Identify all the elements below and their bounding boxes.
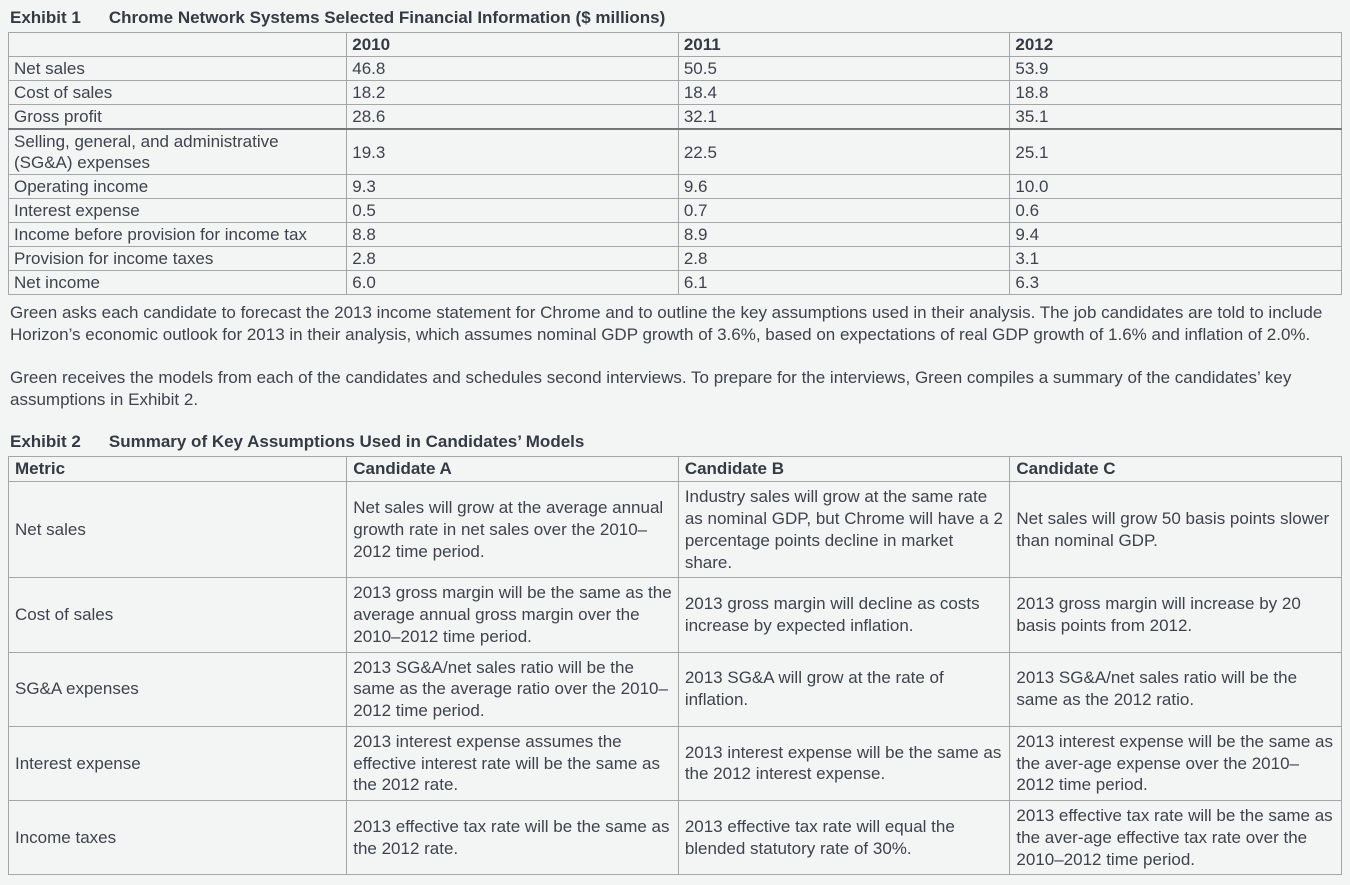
exhibit2-header-candidate-c: Candidate C bbox=[1009, 456, 1342, 483]
exhibit1-header-metric bbox=[7, 32, 348, 57]
metric-cell: Net sales bbox=[7, 481, 348, 579]
paragraph-second-interviews: Green receives the models from each of t… bbox=[10, 368, 1292, 409]
exhibit1-header-2012: 2012 bbox=[1009, 32, 1342, 57]
value-cell: 2.8 bbox=[677, 246, 1011, 271]
table-row-provision-for-taxes: Provision for income taxes 2.8 2.8 3.1 bbox=[7, 246, 1342, 271]
value-cell: 0.6 bbox=[1009, 198, 1342, 223]
candidate-a-cell: 2013 gross margin will be the same as th… bbox=[346, 577, 679, 653]
value-cell: 6.1 bbox=[677, 270, 1011, 295]
value-cell: 53.9 bbox=[1009, 56, 1342, 81]
metric-cell: Net sales bbox=[7, 56, 348, 81]
value-cell: 22.5 bbox=[677, 128, 1011, 175]
exhibit2-title: Exhibit 2 Summary of Key Assumptions Used… bbox=[10, 432, 1342, 452]
candidate-c-cell: 2013 effective tax rate will be the same… bbox=[1009, 800, 1342, 876]
exhibit1-header-2010: 2010 bbox=[346, 32, 679, 57]
value-cell: 3.1 bbox=[1009, 246, 1342, 271]
value-cell: 8.8 bbox=[346, 222, 679, 247]
value-cell: 9.6 bbox=[677, 174, 1011, 199]
value-cell: 46.8 bbox=[346, 56, 679, 81]
exhibit2-label: Exhibit 2 bbox=[10, 432, 81, 452]
candidate-b-cell: 2013 interest expense will be the same a… bbox=[677, 725, 1011, 802]
exhibit2-header-metric: Metric bbox=[7, 456, 348, 483]
exhibit2-section: Exhibit 2 Summary of Key Assumptions Used… bbox=[7, 432, 1342, 876]
table-row-cost-of-sales: Cost of sales 18.2 18.4 18.8 bbox=[7, 80, 1342, 105]
candidate-b-cell: 2013 SG&A will grow at the rate of infla… bbox=[677, 651, 1011, 727]
metric-cell: Cost of sales bbox=[7, 577, 348, 653]
exhibit1-label: Exhibit 1 bbox=[10, 8, 81, 27]
candidate-b-cell: 2013 effective tax rate will equal the b… bbox=[677, 800, 1011, 876]
value-cell: 8.9 bbox=[677, 222, 1011, 247]
value-cell: 18.2 bbox=[346, 80, 679, 105]
metric-cell: Net income bbox=[7, 270, 348, 295]
candidate-a-cell: 2013 effective tax rate will be the same… bbox=[346, 800, 679, 876]
value-cell: 6.3 bbox=[1009, 270, 1342, 295]
metric-cell: SG&A expenses bbox=[7, 651, 348, 727]
table-row-gross-profit: Gross profit 28.6 32.1 35.1 bbox=[7, 104, 1342, 130]
value-cell: 19.3 bbox=[346, 128, 679, 175]
exhibit1-table: 2010 2011 2012 Net sales 46.8 50.5 53.9 … bbox=[7, 32, 1342, 295]
candidate-a-cell: 2013 interest expense assumes the effect… bbox=[346, 725, 679, 802]
candidate-c-cell: 2013 interest expense will be the same a… bbox=[1009, 725, 1342, 802]
exhibit2-table: Metric Candidate A Candidate B Candidate… bbox=[7, 456, 1342, 876]
table-row-assumption-cost-of-sales: Cost of sales 2013 gross margin will be … bbox=[7, 577, 1342, 653]
table-row-net-income: Net income 6.0 6.1 6.3 bbox=[7, 270, 1342, 295]
metric-cell: Interest expense bbox=[7, 198, 348, 223]
value-cell: 32.1 bbox=[677, 104, 1011, 130]
table-row-assumption-net-sales: Net sales Net sales will grow at the ave… bbox=[7, 481, 1342, 579]
paragraph-forecast-instructions: Green asks each candidate to forecast th… bbox=[10, 303, 1323, 344]
table-row-net-sales: Net sales 46.8 50.5 53.9 bbox=[7, 56, 1342, 81]
exhibit2-title-text: Summary of Key Assumptions Used in Candi… bbox=[108, 432, 585, 452]
metric-cell: Gross profit bbox=[7, 104, 348, 130]
value-cell: 6.0 bbox=[346, 270, 679, 295]
exhibit1-header-row: 2010 2011 2012 bbox=[7, 32, 1342, 57]
value-cell: 25.1 bbox=[1009, 128, 1342, 175]
value-cell: 0.5 bbox=[346, 198, 679, 223]
candidate-c-cell: 2013 gross margin will increase by 20 ba… bbox=[1009, 577, 1342, 653]
metric-cell: Provision for income taxes bbox=[7, 246, 348, 271]
candidate-b-cell: Industry sales will grow at the same rat… bbox=[677, 481, 1011, 579]
value-cell: 9.3 bbox=[346, 174, 679, 199]
metric-cell: Income taxes bbox=[7, 800, 348, 876]
metric-cell: Selling, general, and administrative (SG… bbox=[7, 128, 348, 175]
candidate-a-cell: 2013 SG&A/net sales ratio will be the sa… bbox=[346, 651, 679, 727]
table-row-sga-expenses: Selling, general, and administrative (SG… bbox=[7, 128, 1342, 175]
value-cell: 35.1 bbox=[1009, 104, 1342, 130]
value-cell: 9.4 bbox=[1009, 222, 1342, 247]
value-cell: 0.7 bbox=[677, 198, 1011, 223]
metric-cell: Interest expense bbox=[7, 725, 348, 802]
table-row-assumption-interest-expense: Interest expense 2013 interest expense a… bbox=[7, 725, 1342, 802]
table-row-interest-expense: Interest expense 0.5 0.7 0.6 bbox=[7, 198, 1342, 223]
exhibit1-header-2011: 2011 bbox=[677, 32, 1011, 57]
table-row-assumption-income-taxes: Income taxes 2013 effective tax rate wil… bbox=[7, 800, 1342, 876]
value-cell: 18.4 bbox=[677, 80, 1011, 105]
exhibit2-header-row: Metric Candidate A Candidate B Candidate… bbox=[7, 456, 1342, 483]
candidate-c-cell: Net sales will grow 50 basis points slow… bbox=[1009, 481, 1342, 579]
exhibit2-header-candidate-b: Candidate B bbox=[677, 456, 1011, 483]
candidate-c-cell: 2013 SG&A/net sales ratio will be the sa… bbox=[1009, 651, 1342, 727]
value-cell: 10.0 bbox=[1009, 174, 1342, 199]
exhibit2-header-candidate-a: Candidate A bbox=[346, 456, 679, 483]
exhibit1-title-text: Chrome Network Systems Selected Financia… bbox=[108, 8, 666, 27]
value-cell: 18.8 bbox=[1009, 80, 1342, 105]
value-cell: 50.5 bbox=[677, 56, 1011, 81]
metric-cell: Income before provision for income tax bbox=[7, 222, 348, 247]
table-row-operating-income: Operating income 9.3 9.6 10.0 bbox=[7, 174, 1342, 199]
candidate-b-cell: 2013 gross margin will decline as costs … bbox=[677, 577, 1011, 653]
table-row-assumption-sga: SG&A expenses 2013 SG&A/net sales ratio … bbox=[7, 651, 1342, 727]
table-row-income-before-tax: Income before provision for income tax 8… bbox=[7, 222, 1342, 247]
metric-cell: Cost of sales bbox=[7, 80, 348, 105]
metric-cell: Operating income bbox=[7, 174, 348, 199]
exhibit1-title: Exhibit 1 Chrome Network Systems Selected… bbox=[10, 8, 1342, 28]
value-cell: 2.8 bbox=[346, 246, 679, 271]
candidate-a-cell: Net sales will grow at the average annua… bbox=[346, 481, 679, 579]
value-cell: 28.6 bbox=[346, 104, 679, 130]
